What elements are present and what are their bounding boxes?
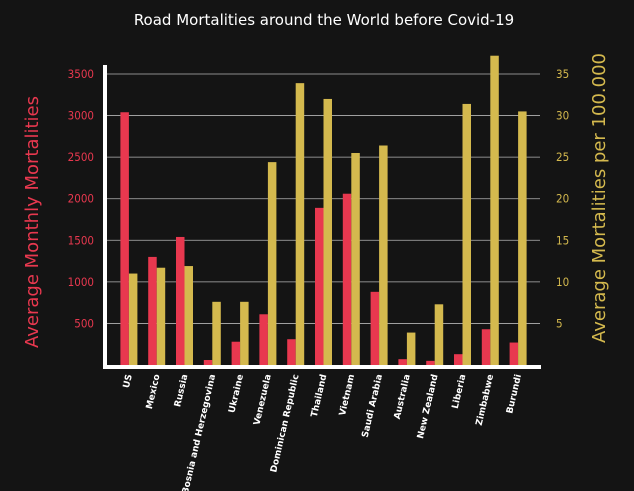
right-tick-label: 25	[556, 150, 569, 164]
right-tick-label: 10	[556, 275, 569, 289]
bar-monthly-mortalities	[481, 329, 491, 365]
bar-mortalities-per-100000	[323, 98, 332, 365]
bar-mortalities-per-100000	[184, 266, 193, 365]
category-label: US	[122, 373, 135, 389]
axes	[103, 65, 541, 369]
bar-monthly-mortalities	[426, 360, 435, 365]
category-label: Ukraine	[227, 373, 246, 414]
bar-monthly-mortalities	[342, 193, 352, 365]
category-label: Zimbabwe	[475, 373, 497, 426]
bar-monthly-mortalities	[454, 354, 463, 365]
bar-monthly-mortalities	[315, 207, 324, 365]
chart-title: Road Mortalities around the World before…	[134, 11, 514, 29]
bar-monthly-mortalities	[287, 339, 296, 365]
bar-mortalities-per-100000	[295, 83, 305, 365]
left-tick-label: 2000	[68, 192, 94, 206]
bars	[120, 55, 527, 366]
category-label: Burundi	[505, 373, 524, 414]
left-tick-label: 3000	[68, 109, 94, 123]
y-axis-left-label: Average Monthly Mortalities	[22, 96, 43, 348]
right-tick-label: 5	[556, 316, 563, 330]
category-label: Dominican Republic	[269, 373, 301, 473]
bar-monthly-mortalities	[398, 359, 407, 365]
bar-mortalities-per-100000	[156, 267, 166, 365]
bar-mortalities-per-100000	[212, 301, 221, 365]
bar-mortalities-per-100000	[462, 103, 471, 365]
bar-mortalities-per-100000	[490, 55, 499, 366]
category-label: Thailand	[310, 373, 330, 418]
bar-monthly-mortalities	[370, 291, 380, 365]
bar-monthly-mortalities	[259, 314, 268, 365]
bar-mortalities-per-100000	[518, 111, 527, 366]
bar-mortalities-per-100000	[351, 152, 360, 365]
category-label: Vietnam	[338, 373, 357, 416]
bar-mortalities-per-100000	[240, 301, 249, 365]
bar-monthly-mortalities	[203, 360, 213, 365]
tick-labels: 500 1000 1500 2000 2500 3000 3500 5 10 15 20 25 30 35	[68, 67, 570, 330]
category-label: Russia	[173, 373, 190, 408]
left-tick-label: 1000	[68, 275, 94, 289]
y-axis-right-label: Average Mortalities per 100.000	[589, 53, 610, 343]
right-tick-label: 20	[556, 192, 569, 206]
bar-monthly-mortalities	[148, 256, 157, 365]
bar-mortalities-per-100000	[434, 304, 444, 365]
category-label: Australia	[393, 373, 413, 420]
category-label: Venezuela	[252, 373, 273, 426]
category-label: Mexico	[145, 373, 163, 410]
bar-mortalities-per-100000	[128, 273, 138, 365]
category-label: Liberia	[451, 373, 469, 409]
right-tick-label: 30	[556, 109, 569, 123]
left-tick-label: 500	[74, 316, 94, 330]
bar-mortalities-per-100000	[267, 162, 277, 365]
left-tick-label: 2500	[68, 150, 94, 164]
left-tick-label: 3500	[68, 67, 94, 81]
bar-monthly-mortalities	[120, 112, 129, 365]
category-label: Saudi Arabia	[361, 373, 385, 438]
bar-monthly-mortalities	[509, 342, 519, 365]
category-label: New Zealand	[416, 373, 441, 439]
right-tick-label: 35	[556, 67, 569, 81]
bar-mortalities-per-100000	[406, 332, 416, 365]
bar-mortalities-per-100000	[379, 145, 388, 365]
left-tick-label: 1500	[68, 233, 94, 247]
right-tick-label: 15	[556, 233, 569, 247]
bar-monthly-mortalities	[176, 236, 185, 365]
bar-monthly-mortalities	[231, 341, 241, 365]
